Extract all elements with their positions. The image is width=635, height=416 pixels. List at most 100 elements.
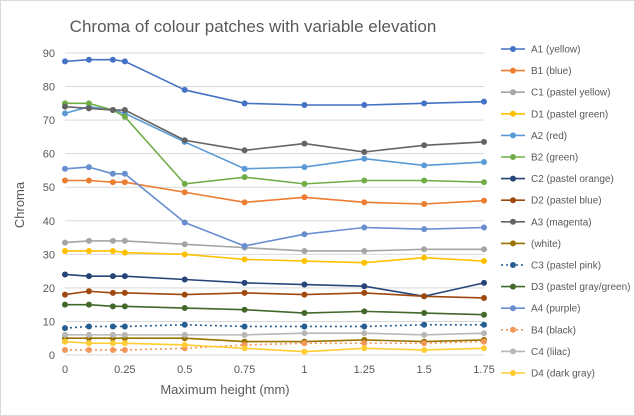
legend-label: C3 (pastel pink) [531, 261, 601, 272]
series-10 [62, 321, 487, 332]
data-point [109, 273, 116, 280]
data-point [241, 323, 248, 330]
data-point [421, 162, 428, 169]
data-point [241, 147, 248, 154]
series-1 [62, 177, 487, 207]
y-tick-label: 0 [49, 350, 55, 362]
legend-label: A2 (red) [531, 131, 567, 142]
data-point [481, 294, 487, 301]
data-point [62, 177, 68, 184]
legend-label: C1 (pastel yellow) [531, 88, 610, 99]
legend-label: D3 (pastel gray/green) [531, 282, 631, 293]
data-point [62, 325, 68, 332]
data-point [109, 346, 116, 353]
series-line [64, 323, 484, 329]
data-point [481, 246, 487, 253]
legend-label: C4 (lilac) [531, 347, 570, 358]
data-point [241, 279, 248, 286]
data-point [181, 180, 188, 187]
series-line [65, 303, 485, 316]
data-point [421, 201, 428, 207]
data-point [421, 177, 428, 184]
data-point [62, 291, 68, 298]
series-7 [62, 288, 487, 301]
data-point [301, 281, 308, 288]
data-point [301, 291, 308, 298]
x-tick-label: 1 [301, 364, 307, 376]
legend-item: C1 (pastel yellow) [501, 88, 610, 99]
data-point [121, 323, 128, 330]
legend-label: C2 (pastel orange) [531, 174, 614, 185]
series-5 [62, 100, 487, 187]
data-point [301, 102, 308, 109]
legend-swatch-marker [510, 262, 516, 268]
data-point [109, 289, 116, 296]
legend-swatch-marker [510, 89, 516, 96]
y-axis-title: Chroma [12, 181, 27, 228]
legend-item: C4 (lilac) [501, 347, 570, 358]
data-point [85, 100, 92, 107]
y-tick-label: 10 [43, 316, 55, 328]
data-point [241, 174, 248, 181]
data-point [241, 199, 248, 206]
gridlines [65, 52, 484, 356]
data-point [85, 273, 92, 280]
data-point [85, 301, 92, 308]
series-0 [62, 56, 487, 109]
series-lines [62, 56, 487, 355]
series-line [65, 102, 485, 185]
data-point [481, 138, 487, 145]
x-tick-label: 0.25 [114, 364, 135, 376]
data-point [181, 189, 188, 196]
data-point [241, 306, 248, 313]
data-point [109, 56, 116, 63]
data-point [62, 239, 68, 246]
data-point [481, 311, 487, 318]
series-line [65, 179, 485, 205]
legend-swatch-marker [510, 110, 516, 117]
data-point [109, 247, 116, 254]
data-point [361, 283, 368, 290]
legend-swatch-marker [510, 46, 516, 52]
data-point [85, 288, 92, 295]
data-point [109, 107, 116, 114]
data-point [241, 289, 248, 296]
chart-title: Chroma of colour patches with variable e… [70, 17, 437, 36]
data-point [121, 289, 128, 296]
y-axis-ticks: 0 10 20 30 40 50 60 70 80 90 [43, 48, 55, 362]
data-point [361, 177, 368, 184]
data-point [121, 340, 128, 347]
data-point [241, 242, 248, 249]
data-point [85, 237, 92, 244]
y-tick-label: 70 [43, 115, 55, 127]
x-tick-label: 0 [62, 364, 68, 376]
data-point [241, 345, 248, 352]
series-11 [62, 301, 487, 318]
legend-label: (white) [531, 239, 561, 250]
data-point [301, 310, 308, 317]
data-point [109, 323, 116, 330]
x-axis-title: Maximum height (mm) [160, 382, 289, 397]
legend-item: D1 (pastel green) [501, 109, 608, 120]
data-point [361, 323, 368, 330]
data-point [301, 140, 308, 147]
series-14 [62, 330, 487, 338]
data-point [85, 323, 92, 330]
data-point [121, 249, 128, 256]
data-point [301, 231, 308, 238]
x-tick-label: 1.25 [354, 364, 375, 376]
data-point [241, 256, 248, 263]
data-point [62, 103, 68, 110]
legend-item: B4 (black) [501, 325, 576, 336]
legend-label: B1 (blue) [531, 66, 572, 77]
y-tick-label: 80 [43, 82, 55, 94]
data-point [121, 303, 128, 310]
data-point [121, 346, 128, 353]
series-line [64, 273, 485, 298]
legend-item: D3 (pastel gray/green) [501, 282, 631, 293]
legend-item: C2 (pastel orange) [501, 174, 614, 185]
legend-label: B4 (black) [531, 325, 576, 336]
legend-swatch-marker [510, 240, 516, 247]
data-point [181, 137, 188, 144]
data-point [481, 279, 487, 286]
